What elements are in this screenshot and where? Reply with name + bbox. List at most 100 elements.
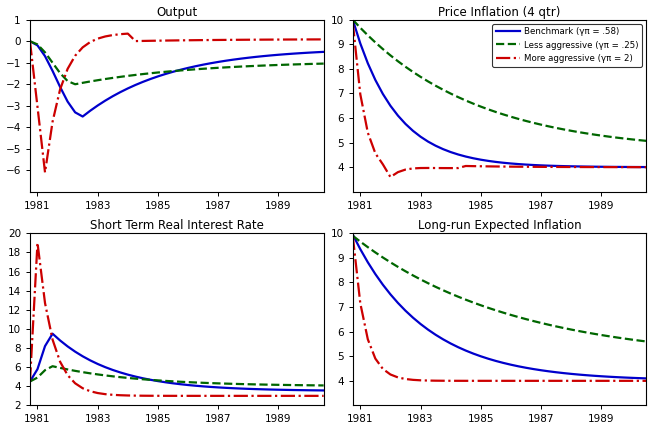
Line: Benchmark (γπ = .58): Benchmark (γπ = .58) xyxy=(353,20,646,167)
Benchmark (γπ = .58) xyxy=(372,77,379,83)
Less aggressive (γπ = .25) xyxy=(522,118,530,123)
Less aggressive (γπ = .25) xyxy=(590,132,598,137)
More aggressive (γπ = 2) xyxy=(612,165,620,170)
More aggressive (γπ = 2) xyxy=(424,166,432,171)
Title: Short Term Real Interest Rate: Short Term Real Interest Rate xyxy=(90,219,264,232)
Benchmark (γπ = .58) xyxy=(499,160,507,166)
Less aggressive (γπ = .25) xyxy=(349,17,357,22)
Benchmark (γπ = .58) xyxy=(627,164,635,169)
More aggressive (γπ = 2) xyxy=(635,165,643,170)
Benchmark (γπ = .58) xyxy=(357,41,364,46)
Less aggressive (γπ = .25) xyxy=(499,112,507,117)
More aggressive (γπ = 2) xyxy=(439,166,447,171)
Less aggressive (γπ = .25) xyxy=(357,25,364,31)
Benchmark (γπ = .58) xyxy=(559,163,567,169)
Benchmark (γπ = .58) xyxy=(439,147,447,152)
Benchmark (γπ = .58) xyxy=(409,128,417,133)
More aggressive (γπ = 2) xyxy=(372,151,379,156)
Less aggressive (γπ = .25) xyxy=(364,33,372,38)
Less aggressive (γπ = .25) xyxy=(552,125,560,130)
Benchmark (γπ = .58) xyxy=(582,164,590,169)
Benchmark (γπ = .58) xyxy=(590,164,598,169)
Less aggressive (γπ = .25) xyxy=(439,87,447,92)
Benchmark (γπ = .58) xyxy=(529,163,537,168)
Less aggressive (γπ = .25) xyxy=(432,83,439,88)
More aggressive (γπ = 2) xyxy=(357,92,364,97)
Less aggressive (γπ = .25) xyxy=(492,109,499,114)
Less aggressive (γπ = .25) xyxy=(409,69,417,74)
More aggressive (γπ = 2) xyxy=(454,166,462,171)
Benchmark (γπ = .58) xyxy=(620,164,628,169)
More aggressive (γπ = 2) xyxy=(402,167,409,172)
Benchmark (γπ = .58) xyxy=(492,160,499,165)
Less aggressive (γπ = .25) xyxy=(605,134,613,139)
More aggressive (γπ = 2) xyxy=(590,165,598,170)
Less aggressive (γπ = .25) xyxy=(484,107,492,112)
Benchmark (γπ = .58) xyxy=(402,121,409,126)
More aggressive (γπ = 2) xyxy=(559,164,567,169)
Benchmark (γπ = .58) xyxy=(514,162,522,167)
More aggressive (γπ = 2) xyxy=(462,163,469,169)
Less aggressive (γπ = .25) xyxy=(402,64,409,69)
More aggressive (γπ = 2) xyxy=(529,164,537,169)
Benchmark (γπ = .58) xyxy=(394,113,402,118)
Less aggressive (γπ = .25) xyxy=(454,95,462,100)
Less aggressive (γπ = .25) xyxy=(469,101,477,106)
Benchmark (γπ = .58) xyxy=(469,156,477,161)
Less aggressive (γπ = .25) xyxy=(372,40,379,45)
More aggressive (γπ = 2) xyxy=(567,164,575,169)
Less aggressive (γπ = .25) xyxy=(559,127,567,132)
Benchmark (γπ = .58) xyxy=(537,163,545,168)
Less aggressive (γπ = .25) xyxy=(567,128,575,133)
More aggressive (γπ = 2) xyxy=(387,175,394,180)
More aggressive (γπ = 2) xyxy=(432,166,439,171)
Less aggressive (γπ = .25) xyxy=(424,79,432,84)
Less aggressive (γπ = .25) xyxy=(477,104,484,109)
Benchmark (γπ = .58) xyxy=(364,61,372,66)
Benchmark (γπ = .58) xyxy=(417,134,424,139)
More aggressive (γπ = 2) xyxy=(492,164,499,169)
Less aggressive (γπ = .25) xyxy=(582,131,590,136)
More aggressive (γπ = 2) xyxy=(514,164,522,169)
More aggressive (γπ = 2) xyxy=(582,165,590,170)
Benchmark (γπ = .58) xyxy=(477,157,484,162)
More aggressive (γπ = 2) xyxy=(552,164,560,169)
Benchmark (γπ = .58) xyxy=(379,92,387,97)
Less aggressive (γπ = .25) xyxy=(514,117,522,122)
Benchmark (γπ = .58) xyxy=(605,164,613,169)
Benchmark (γπ = .58) xyxy=(522,162,530,167)
Less aggressive (γπ = .25) xyxy=(575,129,583,135)
Benchmark (γπ = .58) xyxy=(612,164,620,169)
Benchmark (γπ = .58) xyxy=(424,139,432,144)
Benchmark (γπ = .58) xyxy=(544,163,552,168)
Benchmark (γπ = .58) xyxy=(575,164,583,169)
More aggressive (γπ = 2) xyxy=(447,166,454,171)
Benchmark (γπ = .58) xyxy=(454,152,462,157)
Less aggressive (γπ = .25) xyxy=(447,91,454,96)
Title: Price Inflation (4 qtr): Price Inflation (4 qtr) xyxy=(438,6,561,18)
More aggressive (γπ = 2) xyxy=(575,164,583,169)
Benchmark (γπ = .58) xyxy=(484,158,492,163)
More aggressive (γπ = 2) xyxy=(417,166,424,171)
Less aggressive (γπ = .25) xyxy=(627,137,635,142)
More aggressive (γπ = 2) xyxy=(627,165,635,170)
Title: Output: Output xyxy=(156,6,198,18)
Less aggressive (γπ = .25) xyxy=(635,138,643,143)
More aggressive (γπ = 2) xyxy=(597,165,605,170)
Benchmark (γπ = .58) xyxy=(507,161,515,166)
Line: More aggressive (γπ = 2): More aggressive (γπ = 2) xyxy=(353,22,646,177)
More aggressive (γπ = 2) xyxy=(484,164,492,169)
More aggressive (γπ = 2) xyxy=(605,165,613,170)
Benchmark (γπ = .58) xyxy=(567,164,575,169)
Benchmark (γπ = .58) xyxy=(635,164,643,169)
Less aggressive (γπ = .25) xyxy=(612,135,620,140)
Benchmark (γπ = .58) xyxy=(349,17,357,22)
More aggressive (γπ = 2) xyxy=(537,164,545,169)
More aggressive (γπ = 2) xyxy=(642,165,650,170)
Benchmark (γπ = .58) xyxy=(642,165,650,170)
Title: Long-run Expected Inflation: Long-run Expected Inflation xyxy=(418,219,582,232)
Benchmark (γπ = .58) xyxy=(387,103,394,108)
Less aggressive (γπ = .25) xyxy=(387,53,394,58)
Less aggressive (γπ = .25) xyxy=(417,74,424,80)
Less aggressive (γπ = .25) xyxy=(379,46,387,52)
